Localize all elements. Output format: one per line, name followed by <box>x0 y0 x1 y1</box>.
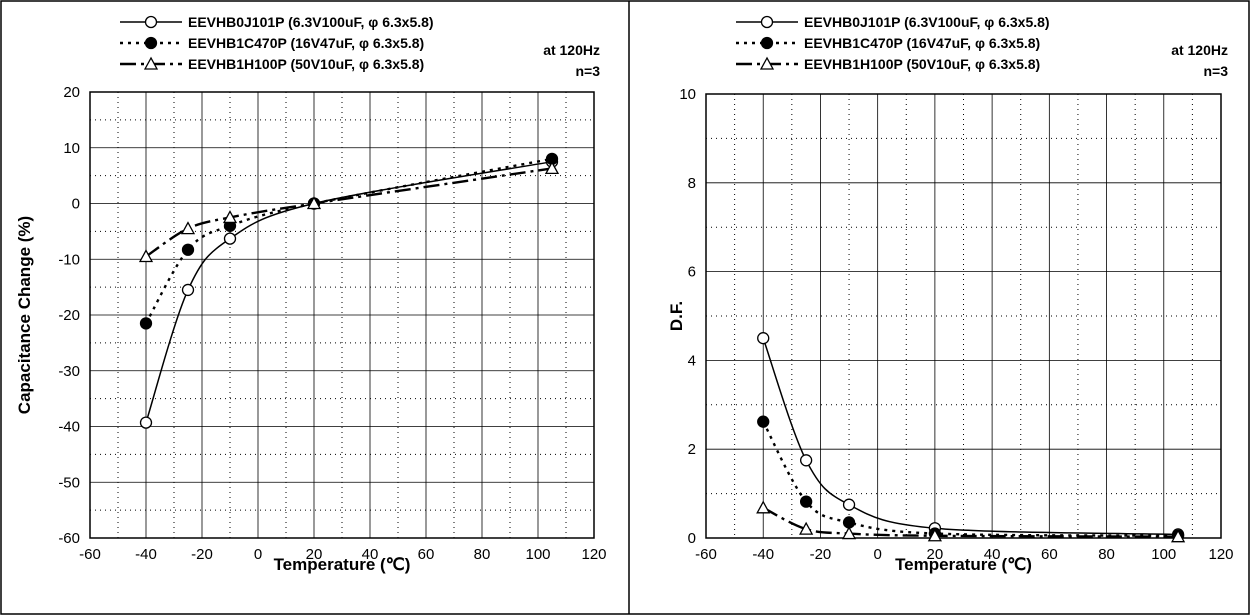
y-tick-label: -40 <box>58 419 80 436</box>
series-1: EEVHB0J101P (6.3V100uF, φ 6.3x5.8) <box>120 14 559 429</box>
x-tick-label: 80 <box>474 546 491 563</box>
y-tick-label: 6 <box>688 264 696 281</box>
data-point-triangle <box>222 210 238 224</box>
x-tick-label: 40 <box>984 546 1001 563</box>
data-point-triangle <box>544 161 560 175</box>
annotation-label: at 120Hz <box>543 42 600 58</box>
data-point-triangle <box>138 249 154 263</box>
data-point-triangle <box>799 521 814 535</box>
x-tick-label: 100 <box>1151 546 1176 563</box>
series-1: EEVHB0J101P (6.3V100uF, φ 6.3x5.8) <box>736 14 1185 541</box>
y-tick-label: 8 <box>688 175 696 192</box>
data-point-triangle <box>927 528 942 542</box>
y-axis-title: Capacitance Change (%) <box>15 216 34 414</box>
data-point-filled <box>144 36 158 50</box>
annotation-label: n=3 <box>575 63 600 79</box>
x-tick-label: 0 <box>873 546 881 563</box>
x-tick-label: 60 <box>418 546 435 563</box>
x-tick-label: -40 <box>135 546 157 563</box>
annotation-label: n=3 <box>1203 63 1228 79</box>
x-tick-label: -60 <box>79 546 101 563</box>
x-tick-label: 120 <box>1208 546 1233 563</box>
x-tick-label: 120 <box>581 546 606 563</box>
data-point-triangle <box>1170 529 1186 543</box>
legend-label: EEVHB0J101P (6.3V100uF, φ 6.3x5.8) <box>804 14 1050 30</box>
data-point-open <box>842 498 856 511</box>
series-line <box>145 160 553 423</box>
chart-panel-2: -60 -40 -20 0 20 40 60 80 100 120 0 2 4 6 8 10 Temperatu… <box>667 14 1234 574</box>
y-axis-title: D.F. <box>667 301 686 331</box>
data-point-open <box>139 416 153 429</box>
data-point-triangle <box>143 56 159 70</box>
series-3: EEVHB1H100P (50V10uF, φ 6.3x5.8) <box>736 56 1186 543</box>
legend-label: EEVHB1H100P (50V10uF, φ 6.3x5.8) <box>804 56 1040 72</box>
series-line <box>762 421 1179 537</box>
series-line <box>762 337 1179 536</box>
legend-label: EEVHB1C470P (16V47uF, φ 6.3x5.8) <box>804 35 1040 51</box>
x-tick-label: 40 <box>362 546 379 563</box>
x-axis-title: Temperature (℃) <box>274 555 411 574</box>
x-tick-label: -20 <box>810 546 832 563</box>
data-point-open <box>144 15 158 29</box>
x-tick-label: 20 <box>927 546 944 563</box>
data-point-filled <box>799 495 813 508</box>
data-point-filled <box>757 415 770 428</box>
series-line <box>762 506 1179 538</box>
data-point-triangle <box>759 56 775 70</box>
x-axis-title: Temperature (℃) <box>895 555 1032 574</box>
data-point-open <box>757 332 770 345</box>
x-tick-label: 0 <box>254 546 262 563</box>
chart-panel-1: -60 -40 -20 0 20 40 60 80 100 120-60-50-40-30-20-… <box>15 14 607 574</box>
y-tick-label: -60 <box>58 530 80 547</box>
plot-area-frame <box>89 91 595 539</box>
legend-label: EEVHB0J101P (6.3V100uF, φ 6.3x5.8) <box>188 14 434 30</box>
y-tick-label: 10 <box>679 86 696 103</box>
y-tick-label: -20 <box>58 307 80 324</box>
data-point-open <box>760 15 774 29</box>
series-line <box>145 167 553 258</box>
data-point-triangle <box>841 526 857 540</box>
data-point-filled <box>139 317 153 330</box>
data-point-open <box>181 283 195 297</box>
series-2: EEVHB1C470P (16V47uF, φ 6.3x5.8) <box>120 35 559 330</box>
x-tick-label: 60 <box>1041 546 1058 563</box>
annotation-label: at 120Hz <box>1171 42 1228 58</box>
x-tick-label: -20 <box>191 546 213 563</box>
data-point-filled <box>760 36 774 50</box>
y-tick-label: 20 <box>63 84 80 101</box>
y-tick-label: -30 <box>58 363 80 380</box>
y-tick-label: 10 <box>63 140 80 157</box>
data-point-open <box>223 232 237 245</box>
data-point-triangle <box>306 196 322 210</box>
series-3: EEVHB1H100P (50V10uF, φ 6.3x5.8) <box>120 56 560 263</box>
data-point-open <box>799 454 813 467</box>
x-tick-label: -60 <box>695 546 717 563</box>
legend-label: EEVHB1C470P (16V47uF, φ 6.3x5.8) <box>188 35 424 51</box>
x-tick-label: 80 <box>1098 546 1115 563</box>
series-line <box>144 157 553 324</box>
x-tick-label: 20 <box>306 546 323 563</box>
y-tick-label: -10 <box>58 251 80 268</box>
y-tick-label: 0 <box>72 196 80 213</box>
data-point-triangle <box>180 221 196 235</box>
data-point-triangle <box>756 500 771 514</box>
plot-area-frame <box>705 93 1222 539</box>
data-point-filled <box>181 243 195 256</box>
x-tick-label: 100 <box>525 546 550 563</box>
y-tick-label: 4 <box>688 352 696 369</box>
x-tick-label: -40 <box>752 546 774 563</box>
y-tick-label: -50 <box>58 474 80 491</box>
y-tick-label: 0 <box>688 530 696 547</box>
y-tick-label: 2 <box>688 441 696 458</box>
legend-label: EEVHB1H100P (50V10uF, φ 6.3x5.8) <box>188 56 424 72</box>
